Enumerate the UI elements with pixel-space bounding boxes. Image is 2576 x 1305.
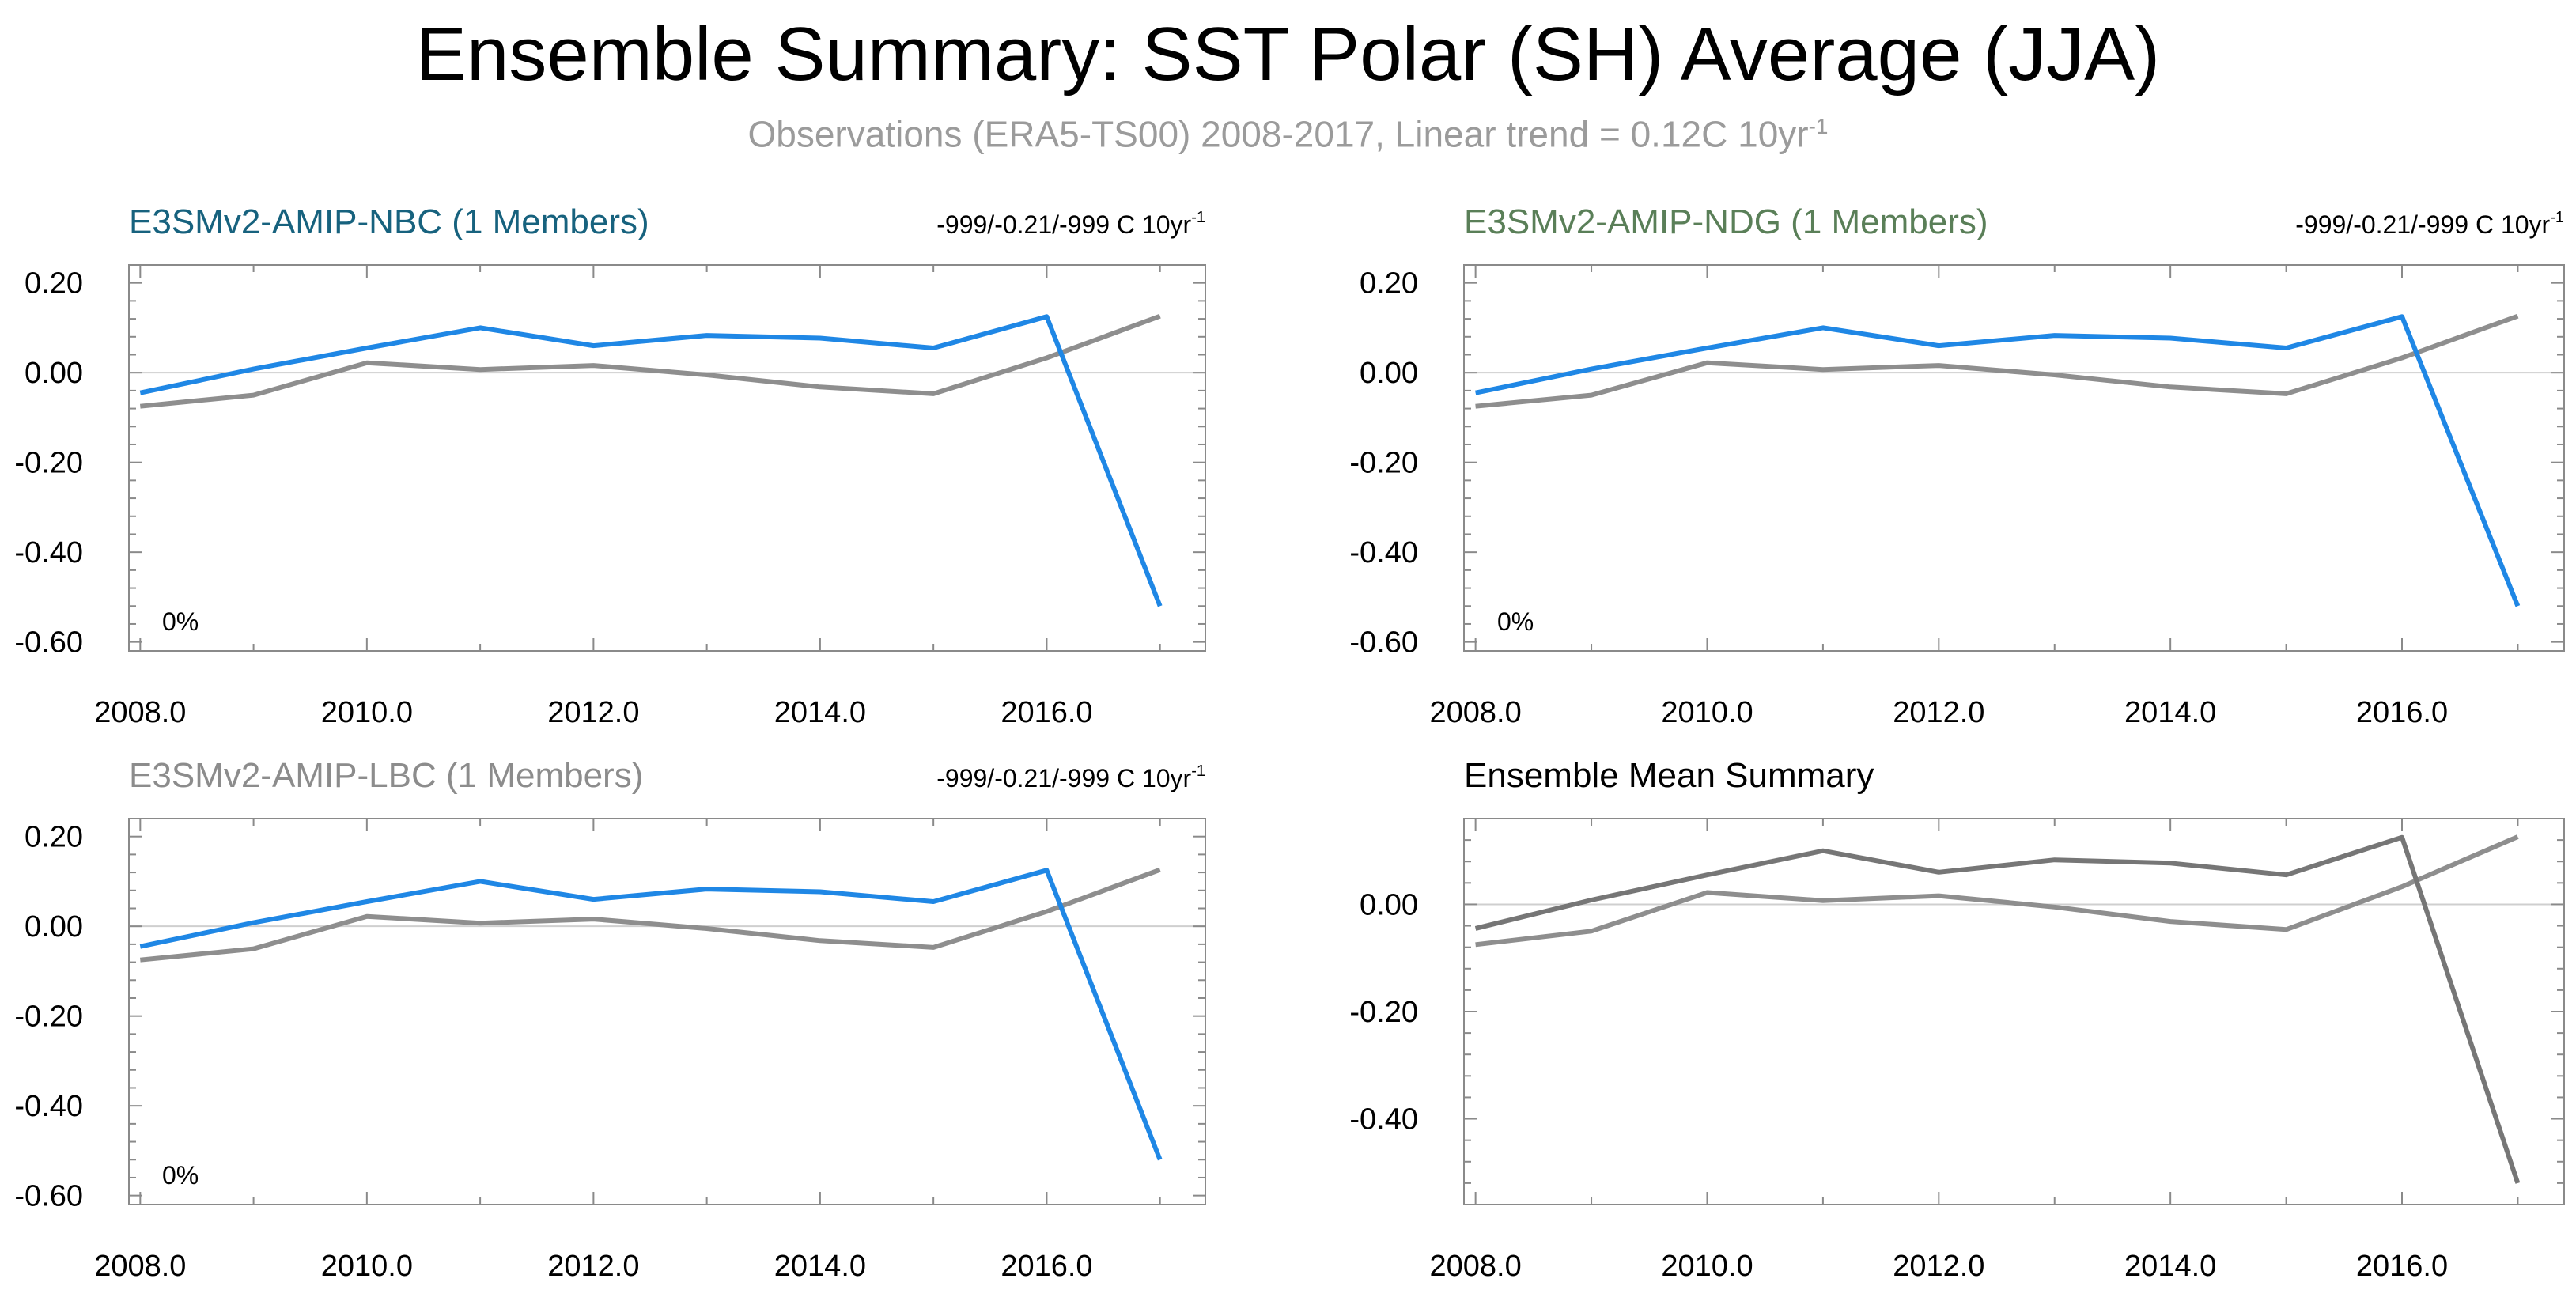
y-tick-label: -0.40 [1349, 1103, 1418, 1137]
panel-annotation: 0% [1497, 607, 1534, 636]
main-title: Ensemble Summary: SST Polar (SH) Average… [415, 12, 2161, 96]
y-tick-label: -0.40 [1349, 536, 1418, 569]
x-tick-label: 2012.0 [1893, 696, 1984, 729]
panel-annotation: 0% [162, 607, 199, 636]
chart-panel-3: E3SMv2-AMIP-LBC (1 Members) -999/-0.21/-9… [14, 756, 1206, 1283]
chart-panel-1: E3SMv2-AMIP-NBC (1 Members) -999/-0.21/-9… [14, 202, 1206, 729]
model-line [1474, 834, 2521, 1184]
trend-label: -999/-0.21/-999 C 10yr-1 [2295, 209, 2564, 239]
observation-line [140, 867, 1161, 963]
y-tick-label: -0.20 [1349, 996, 1418, 1029]
x-tick-label: 2010.0 [321, 696, 413, 729]
observation-line [1475, 834, 2519, 948]
x-tick-label: 2014.0 [2124, 1250, 2216, 1283]
y-tick-label: 0.20 [25, 267, 83, 301]
x-tick-label: 2008.0 [1430, 1250, 1522, 1283]
x-tick-label: 2014.0 [774, 1250, 866, 1283]
panel-title: Ensemble Mean Summary [1464, 756, 1874, 795]
subtitle: Observations (ERA5-TS00) 2008-2017, Line… [0, 103, 2576, 157]
x-tick-label: 2012.0 [547, 696, 639, 729]
x-tick-label: 2012.0 [1893, 1250, 1984, 1283]
panel-title: E3SMv2-AMIP-NBC (1 Members) [129, 202, 649, 241]
subtitle-superscript: -1 [1808, 114, 1829, 138]
x-tick-label: 2010.0 [1661, 696, 1753, 729]
y-tick-label: 0.20 [25, 821, 83, 854]
observation-line [140, 313, 1161, 409]
plot-frame [1463, 264, 2565, 652]
model-line [1474, 314, 2521, 607]
chart-panel-2: E3SMv2-AMIP-NDG (1 Members) -999/-0.21/-9… [1349, 202, 2565, 729]
y-tick-label: -0.60 [1349, 626, 1418, 660]
trend-text: -999/-0.21/-999 C 10yr [936, 764, 1191, 792]
y-tick-label: -0.60 [14, 1180, 83, 1213]
trend-superscript: -1 [1191, 209, 1205, 226]
y-tick-label: 0.00 [25, 910, 83, 944]
x-tick-label: 2010.0 [1661, 1250, 1753, 1283]
x-tick-label: 2008.0 [1430, 696, 1522, 729]
y-tick-label: 0.00 [25, 357, 83, 390]
y-tick-label: 0.20 [1360, 267, 1418, 301]
plot-frame [1463, 818, 2565, 1205]
model-line [139, 314, 1163, 607]
plot-frame [128, 818, 1206, 1205]
y-tick-label: -0.20 [14, 447, 83, 480]
y-tick-label: -0.20 [1349, 447, 1418, 480]
panel-title: E3SMv2-AMIP-LBC (1 Members) [129, 756, 643, 795]
panel-annotation: 0% [162, 1161, 199, 1190]
y-tick-label: 0.00 [1360, 357, 1418, 390]
x-tick-label: 2008.0 [94, 1250, 186, 1283]
y-tick-label: 0.00 [1360, 888, 1418, 921]
x-tick-label: 2012.0 [547, 1250, 639, 1283]
x-tick-label: 2014.0 [2124, 696, 2216, 729]
trend-text: -999/-0.21/-999 C 10yr [2295, 210, 2550, 239]
trend-label: -999/-0.21/-999 C 10yr-1 [936, 762, 1205, 792]
y-tick-label: -0.60 [14, 626, 83, 660]
subtitle-text: Observations (ERA5-TS00) 2008-2017, Line… [747, 113, 1809, 155]
y-tick-label: -0.40 [14, 1090, 83, 1123]
observation-line [1475, 313, 2519, 409]
x-tick-label: 2010.0 [321, 1250, 413, 1283]
trend-label: -999/-0.21/-999 C 10yr-1 [936, 209, 1205, 239]
x-tick-label: 2016.0 [1001, 696, 1092, 729]
y-tick-label: -0.40 [14, 536, 83, 569]
y-tick-label: -0.20 [14, 1000, 83, 1034]
x-tick-label: 2016.0 [1001, 1250, 1092, 1283]
panel-title: E3SMv2-AMIP-NDG (1 Members) [1464, 202, 1988, 241]
chart-panel-4: Ensemble Mean Summary 2008.0 2010.0 2012.0 2… [1349, 756, 2565, 1283]
trend-superscript: -1 [1191, 762, 1205, 780]
model-line [139, 868, 1163, 1161]
x-tick-label: 2014.0 [774, 696, 866, 729]
trend-text: -999/-0.21/-999 C 10yr [936, 210, 1191, 239]
plot-frame [128, 264, 1206, 652]
x-tick-label: 2016.0 [2356, 696, 2448, 729]
trend-superscript: -1 [2550, 209, 2564, 226]
x-tick-label: 2016.0 [2356, 1250, 2448, 1283]
x-tick-label: 2008.0 [94, 696, 186, 729]
